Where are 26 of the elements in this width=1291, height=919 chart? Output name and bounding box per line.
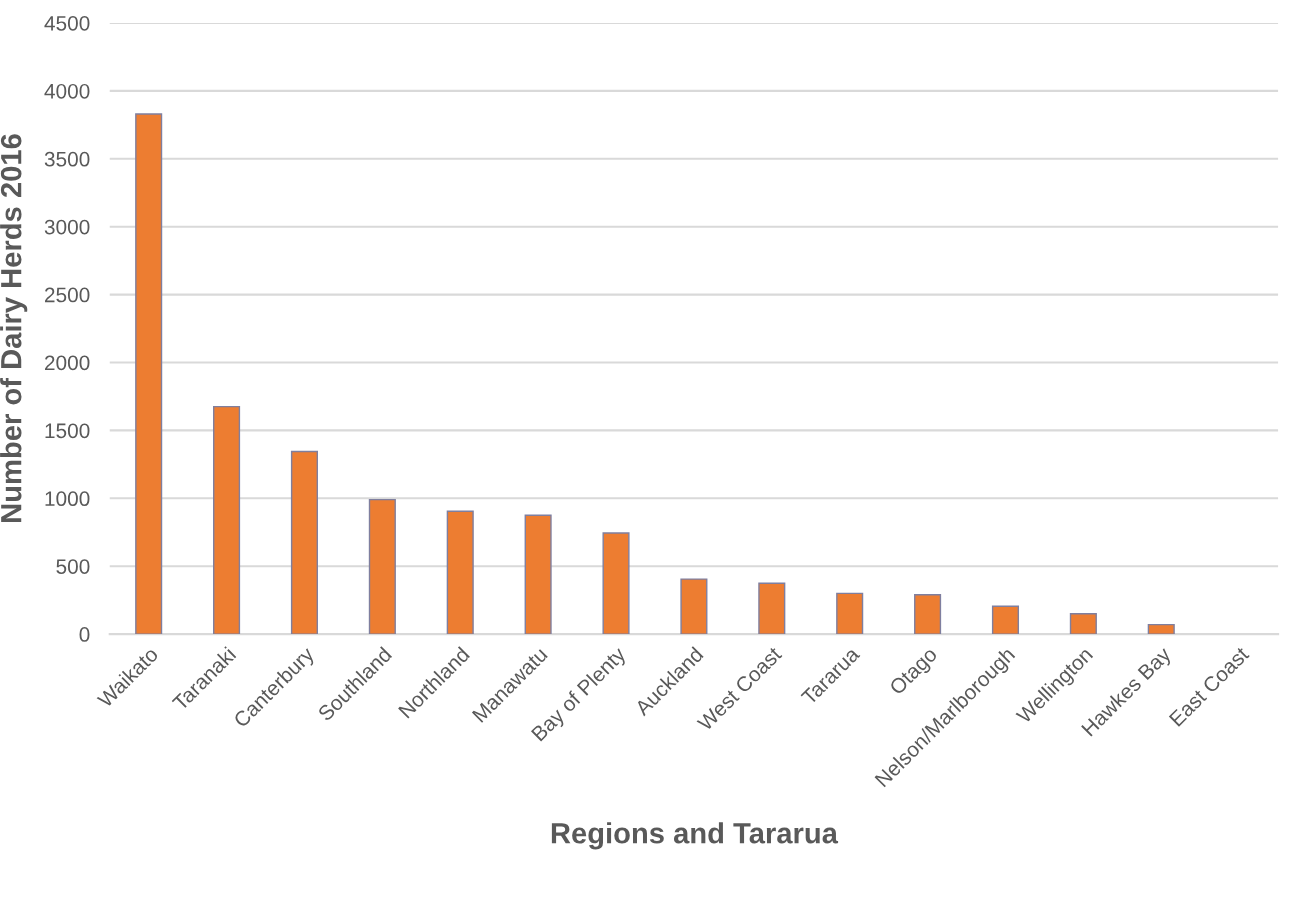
- bar: [524, 514, 552, 635]
- y-tick-label: 500: [56, 559, 90, 574]
- y-axis-title: Number of Dairy Herds 2016: [0, 134, 28, 522]
- y-tick-label: 1500: [45, 423, 90, 439]
- y-tick-label: 3000: [44, 219, 90, 235]
- y-tick-label: 3500: [44, 151, 90, 167]
- y-tick-label: 2000: [45, 355, 90, 371]
- bar: [680, 578, 708, 635]
- x-axis-title: Regions and Tararua: [551, 822, 839, 850]
- bar: [135, 113, 163, 635]
- bar: [991, 605, 1020, 635]
- y-tick-label: 1000: [45, 491, 90, 507]
- bar: [914, 594, 942, 635]
- bar: [213, 405, 241, 635]
- bar: [602, 532, 630, 635]
- bar: [1069, 613, 1097, 635]
- y-tick-label: 0: [79, 627, 90, 642]
- bar: [368, 498, 396, 635]
- bar: [758, 582, 786, 635]
- bar: [1147, 623, 1175, 635]
- y-tick-label: 4500: [44, 15, 90, 31]
- bar: [290, 450, 319, 635]
- y-tick-label: 2500: [45, 287, 90, 303]
- bar: [446, 510, 474, 635]
- y-tick-label: 4000: [44, 83, 90, 99]
- bar: [836, 592, 864, 635]
